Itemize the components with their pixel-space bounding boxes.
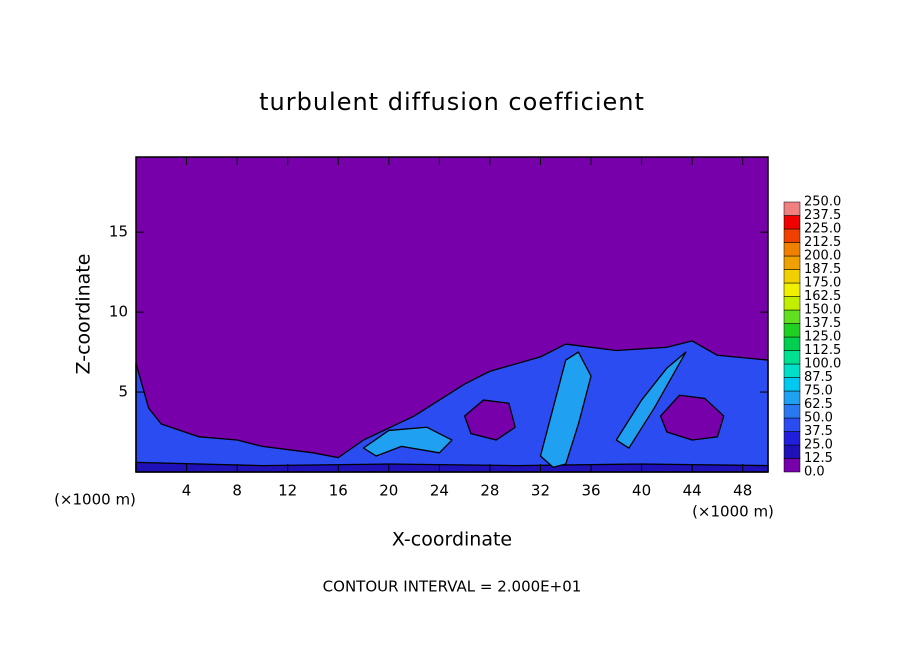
x-tick-label: 32 [531,482,550,500]
x-tick-label: 28 [480,482,499,500]
x-tick-label: 36 [581,482,600,500]
contour-region [615,351,687,449]
colorbar-band [783,255,801,270]
colorbar-label: 137.5 [804,316,841,331]
colorbar-label: 0.0 [804,465,825,480]
y-tick-label: 10 [109,303,128,321]
colorbar-band [783,417,801,432]
colorbar-band [783,363,801,378]
colorbar-label: 212.5 [804,235,841,250]
colorbar-band [783,336,801,351]
colorbar-label: 225.0 [804,222,841,237]
colorbar-band [783,390,801,405]
colorbar-label: 162.5 [804,289,841,304]
y-axis-label: Z-coordinate [73,254,95,375]
colorbar-band [783,269,801,284]
contour-region [362,426,453,457]
colorbar-band [783,444,801,459]
colorbar-label: 150.0 [804,303,841,318]
x-tick-label: 20 [379,482,398,500]
colorbar-label: 50.0 [804,411,833,426]
colorbar-label: 87.5 [804,370,833,385]
colorbar-label: 75.0 [804,384,833,399]
colorbar-label: 187.5 [804,262,841,277]
colorbar-band [783,228,801,243]
colorbar-label: 237.5 [804,208,841,223]
colorbar-band [783,282,801,297]
x-tick-label: 40 [632,482,651,500]
colorbar-label: 250.0 [804,195,841,210]
x-tick-label: 16 [329,482,348,500]
footer-note: CONTOUR INTERVAL = 2.000E+01 [323,578,582,596]
contour-region [659,394,725,441]
plot-frame [135,156,769,473]
colorbar-label: 112.5 [804,343,841,358]
colorbar-label: 25.0 [804,438,833,453]
x-axis-label: X-coordinate [392,529,512,551]
y-tick-label: 15 [109,223,128,241]
y-unit-label: (×1000 m) [54,491,136,509]
colorbar-label: 125.0 [804,330,841,345]
x-tick-label: 48 [733,482,752,500]
colorbar-band [783,215,801,230]
colorbar-label: 200.0 [804,249,841,264]
x-tick-label: 8 [232,482,242,500]
x-tick-label: 24 [430,482,449,500]
contour-region [539,351,592,468]
chart-title: turbulent diffusion coefficient [259,88,645,116]
y-tick-label: 5 [118,383,128,401]
colorbar-band [783,242,801,257]
colorbar-band [783,323,801,338]
colorbar-label: 175.0 [804,276,841,291]
x-tick-label: 12 [278,482,297,500]
colorbar-label: 100.0 [804,357,841,372]
colorbar-band [783,201,801,216]
colorbar-band [783,296,801,311]
colorbar-band [783,458,801,473]
colorbar-band [783,431,801,446]
contour-region [463,399,516,441]
x-unit-label: (×1000 m) [692,503,774,521]
colorbar-label: 37.5 [804,424,833,439]
x-tick-label: 44 [683,482,702,500]
colorbar-band [783,309,801,324]
colorbar-band [783,350,801,365]
colorbar-label: 12.5 [804,451,833,466]
colorbar-band [783,404,801,419]
colorbar-band [783,377,801,392]
colorbar-label: 62.5 [804,397,833,412]
x-tick-label: 4 [182,482,192,500]
contour-region [135,340,769,473]
